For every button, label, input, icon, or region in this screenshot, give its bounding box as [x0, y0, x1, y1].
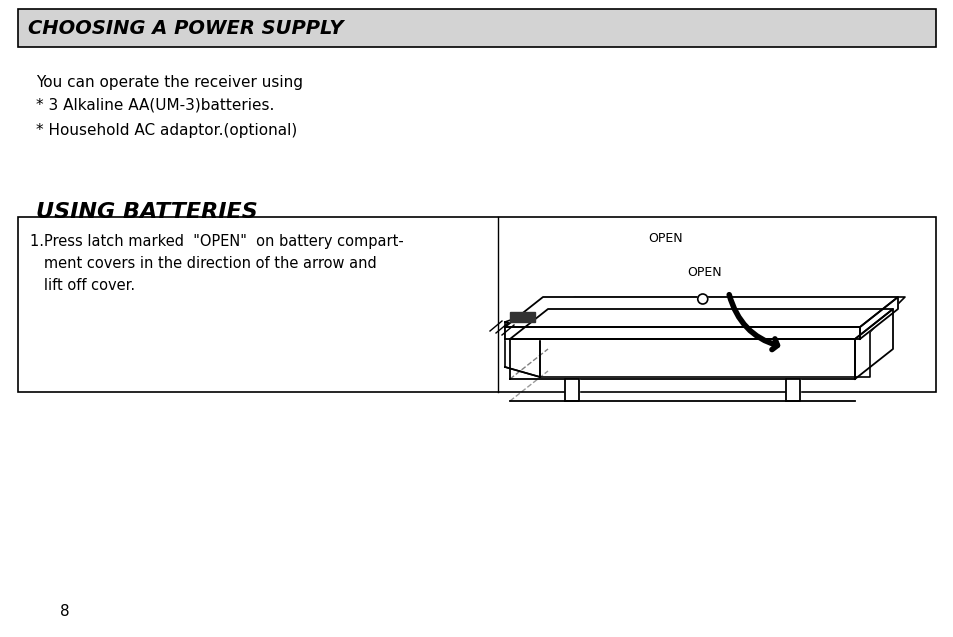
Polygon shape	[510, 312, 535, 322]
FancyBboxPatch shape	[18, 9, 935, 47]
Text: 1.Press latch marked  "OPEN"  on battery compart-: 1.Press latch marked "OPEN" on battery c…	[30, 234, 403, 249]
Text: * 3 Alkaline AA(UM-3)batteries.: * 3 Alkaline AA(UM-3)batteries.	[36, 97, 274, 112]
Polygon shape	[504, 322, 539, 377]
Polygon shape	[564, 379, 578, 401]
Polygon shape	[859, 297, 897, 339]
Polygon shape	[510, 339, 854, 379]
Circle shape	[697, 294, 707, 304]
Polygon shape	[504, 297, 897, 327]
Text: You can operate the receiver using: You can operate the receiver using	[36, 75, 303, 90]
Polygon shape	[854, 309, 892, 379]
FancyBboxPatch shape	[18, 217, 935, 392]
Polygon shape	[504, 327, 859, 339]
Polygon shape	[539, 297, 904, 332]
Polygon shape	[539, 332, 869, 377]
Text: CHOOSING A POWER SUPPLY: CHOOSING A POWER SUPPLY	[28, 18, 343, 38]
Polygon shape	[510, 309, 892, 339]
Text: * Household AC adaptor.(optional): * Household AC adaptor.(optional)	[36, 123, 297, 138]
Polygon shape	[785, 379, 799, 401]
Text: USING BATTERIES: USING BATTERIES	[36, 202, 257, 222]
Text: OPEN: OPEN	[687, 266, 721, 279]
Text: ment covers in the direction of the arrow and: ment covers in the direction of the arro…	[30, 256, 376, 271]
Text: 8: 8	[60, 604, 70, 619]
Text: OPEN: OPEN	[647, 232, 682, 245]
Text: lift off cover.: lift off cover.	[30, 278, 135, 293]
